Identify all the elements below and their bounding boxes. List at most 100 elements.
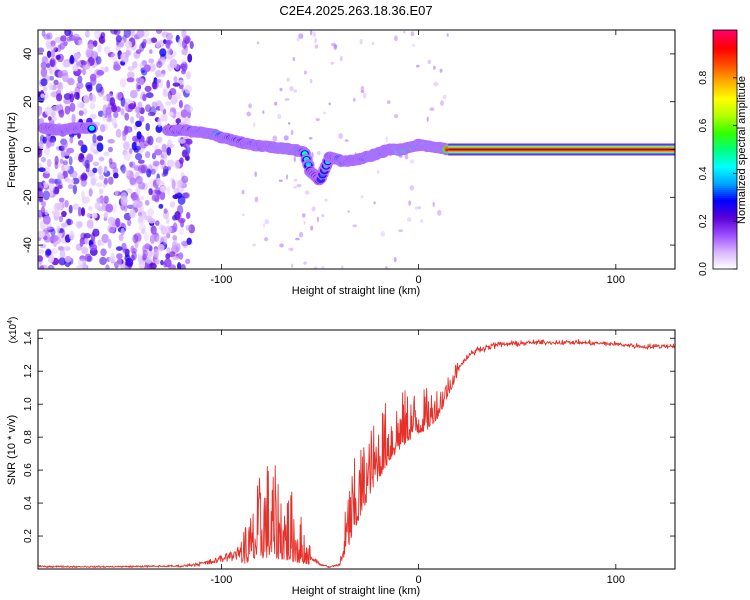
heatmap-cell	[109, 97, 116, 106]
colorbar-segment	[713, 171, 737, 174]
heatmap-cell	[60, 35, 67, 42]
heatmap-cell	[142, 30, 150, 38]
heatmap-cell	[56, 82, 63, 90]
heatmap-cell	[185, 138, 193, 145]
heatmap-cell	[155, 220, 160, 226]
colorbar-segment	[713, 187, 737, 190]
heatmap-cell	[38, 181, 44, 192]
heatmap-cell	[64, 150, 71, 156]
colorbar-segment	[713, 137, 737, 141]
heatmap-cell	[163, 151, 168, 162]
heatmap-cell	[312, 31, 316, 38]
heatmap-cell	[433, 65, 436, 70]
heatmap-cell	[43, 33, 51, 40]
heatmap-cell	[95, 56, 102, 65]
heatmap-cell	[98, 36, 106, 44]
heatmap-cell	[144, 85, 152, 92]
heatmap-cell	[92, 40, 98, 47]
heatmap-cell	[99, 124, 106, 133]
heatmap-cell	[135, 175, 143, 185]
snr-x-label: Height of straight line (km)	[292, 585, 420, 597]
heatmap-cell	[186, 237, 192, 245]
heatmap-cell	[252, 243, 257, 247]
colorbar-segment	[713, 141, 737, 145]
heatmap-cells	[38, 30, 449, 269]
y-tick-label: -20	[22, 189, 34, 205]
colorbar-segment	[713, 95, 737, 99]
heatmap-cell	[151, 189, 159, 199]
heatmap-cell	[409, 185, 415, 191]
heatmap-cell	[92, 167, 98, 173]
heatmap-cell	[178, 100, 183, 109]
heatmap-cell	[98, 188, 104, 195]
heatmap-cell	[172, 194, 179, 200]
heatmap-cell	[38, 230, 46, 238]
heatmap-cell	[115, 246, 123, 251]
snr-y-label: SNR (10 * v/v)	[6, 415, 18, 485]
y-tick-label: 0.6	[23, 463, 34, 477]
heatmap-cell	[149, 49, 153, 54]
heatmap-cell	[105, 107, 112, 115]
heatmap-cell	[58, 197, 65, 203]
heatmap-cell	[123, 141, 130, 151]
colorbar-segment	[713, 117, 737, 121]
heatmap-cell	[331, 42, 336, 47]
heatmap-cell	[115, 128, 122, 138]
heatmap-cell	[113, 111, 119, 119]
heatmap-cell	[107, 52, 115, 58]
heatmap-cell	[412, 44, 415, 47]
heatmap-cell	[54, 155, 59, 166]
heatmap-cell	[156, 235, 163, 244]
heatmap-cell	[95, 83, 103, 93]
heatmap-cell	[264, 219, 270, 225]
heatmap-cell	[126, 71, 135, 79]
heatmap-cell	[77, 75, 83, 84]
heatmap-cell	[126, 188, 133, 194]
heatmap-cell	[181, 175, 189, 184]
heatmap-cell	[128, 103, 137, 110]
heatmap-cell	[86, 212, 92, 218]
heatmap-cell	[68, 230, 75, 240]
colorbar-segment	[713, 109, 737, 113]
colorbar-segment	[713, 31, 737, 35]
heatmap-cell	[181, 48, 188, 56]
heatmap-cell	[97, 110, 105, 117]
heatmap-cell	[147, 218, 156, 224]
heatmap-cell	[246, 111, 251, 117]
heatmap-cell	[134, 106, 140, 114]
heatmap-cell	[138, 182, 146, 190]
colorbar-segment	[713, 251, 737, 254]
heatmap-cell	[144, 151, 151, 159]
heatmap-cell	[248, 103, 253, 109]
heatmap-cell	[134, 239, 139, 249]
heatmap-cell	[344, 139, 349, 142]
heatmap-cell	[84, 253, 92, 262]
heatmap-cell	[180, 264, 186, 269]
heatmap-cell	[380, 231, 386, 237]
heatmap-cell	[129, 89, 138, 99]
heatmap-cell	[163, 165, 169, 175]
y-tick-label: 20	[22, 96, 34, 108]
heatmap-cell	[293, 185, 297, 189]
heatmap-cell	[429, 107, 435, 111]
heatmap-cell	[103, 177, 109, 185]
heatmap-cell	[72, 65, 79, 72]
colorbar-segment	[713, 253, 737, 256]
heatmap-x-label: Height of straight line (km)	[292, 285, 420, 297]
heatmap-cell	[139, 78, 145, 86]
heatmap-cell	[290, 129, 294, 136]
heatmap-cell	[96, 69, 105, 76]
colorbar-segment	[713, 53, 737, 57]
heatmap-cell	[50, 178, 59, 184]
heatmap-cell	[63, 98, 72, 105]
heatmap-cell	[120, 108, 125, 116]
heatmap-cell	[254, 171, 257, 177]
heatmap-cell	[69, 102, 76, 113]
heatmap-cell	[51, 110, 56, 118]
heatmap-cell	[362, 92, 367, 99]
heatmap-cell	[132, 61, 138, 69]
heatmap-cell	[92, 133, 97, 144]
colorbar-segment	[713, 221, 737, 224]
colorbar-segment	[713, 155, 737, 159]
heatmap-cell	[76, 264, 85, 269]
